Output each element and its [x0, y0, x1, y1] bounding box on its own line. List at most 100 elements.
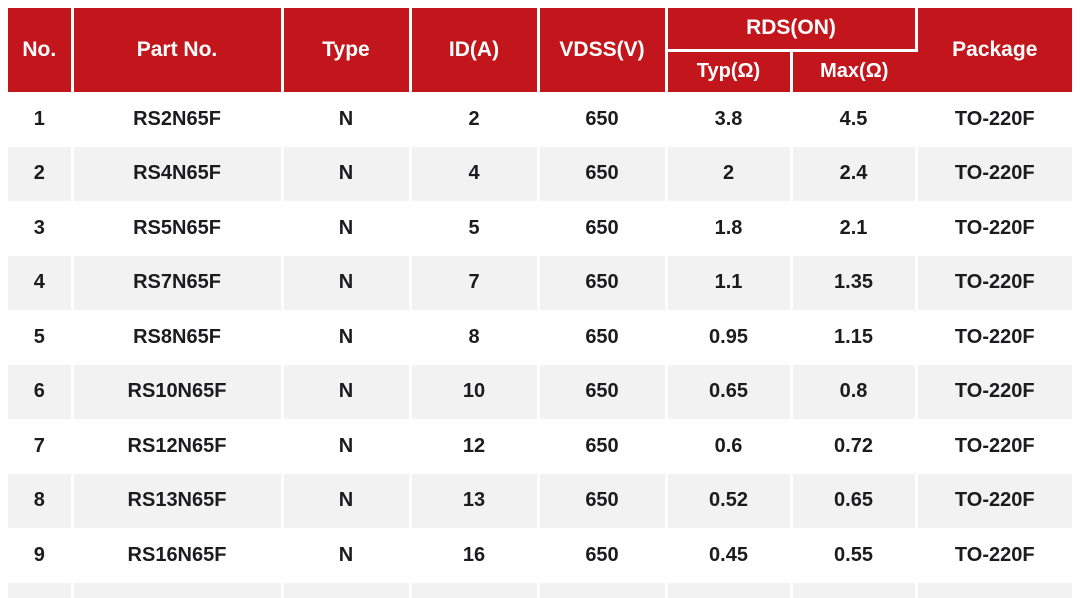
- header-row-sub: Typ(Ω) Max(Ω): [8, 50, 1072, 92]
- cell-vdss-v: 650: [538, 528, 668, 583]
- cell-vdss-v: 650: [538, 146, 668, 201]
- cell-type: N: [282, 528, 412, 583]
- cell-package: TO-220F: [916, 92, 1073, 147]
- cell-no: 3: [8, 201, 74, 256]
- table-row: 1 RS2N65F N 2 650 3.8 4.5 TO-220F: [8, 92, 1073, 147]
- table-row: 9 RS16N65F N 16 650 0.45 0.55 TO-220F: [8, 528, 1073, 583]
- cell-type: N: [282, 201, 412, 256]
- cell-typ-ohm: 0.45: [666, 528, 793, 583]
- cell-typ-ohm: 0.65: [666, 364, 793, 419]
- cell-empty: [8, 582, 74, 598]
- cell-part-no: RS8N65F: [72, 310, 284, 365]
- cell-part-no: RS7N65F: [72, 255, 284, 310]
- cell-no: 1: [8, 92, 74, 147]
- table-row: 4 RS7N65F N 7 650 1.1 1.35 TO-220F: [8, 255, 1073, 310]
- cell-id-a: 8: [410, 310, 540, 365]
- col-header-id-a: ID(A): [410, 8, 540, 92]
- cell-package: TO-220F: [916, 146, 1073, 201]
- cell-package: TO-220F: [916, 310, 1073, 365]
- cell-vdss-v: 650: [538, 473, 668, 528]
- cell-part-no: RS16N65F: [72, 528, 284, 583]
- cell-typ-ohm: 3.8: [666, 92, 793, 147]
- cell-id-a: 5: [410, 201, 540, 256]
- cell-package: TO-220F: [916, 255, 1073, 310]
- cell-vdss-v: 650: [538, 255, 668, 310]
- cell-type: N: [282, 92, 412, 147]
- cell-package: TO-220F: [916, 419, 1073, 474]
- header-row-top: No. Part No. Type ID(A) VDSS(V) RDS(ON) …: [8, 8, 1073, 92]
- cell-empty: [282, 582, 412, 598]
- cell-empty: [916, 582, 1073, 598]
- cell-typ-ohm: 1.1: [666, 255, 793, 310]
- cell-id-a: 16: [410, 528, 540, 583]
- cell-id-a: 4: [410, 146, 540, 201]
- cell-part-no: RS5N65F: [72, 201, 284, 256]
- col-header-package: Package: [916, 8, 1073, 92]
- col-header-rds-on: RDS(ON): [666, 8, 918, 52]
- col-header-type: Type: [282, 8, 412, 92]
- cell-type: N: [282, 255, 412, 310]
- cell-type: N: [282, 419, 412, 474]
- cell-part-no: RS2N65F: [72, 92, 284, 147]
- table-row: 5 RS8N65F N 8 650 0.95 1.15 TO-220F: [8, 310, 1073, 365]
- cell-typ-ohm: 2: [666, 146, 793, 201]
- table-row: 3 RS5N65F N 5 650 1.8 2.1 TO-220F: [8, 201, 1073, 256]
- cell-vdss-v: 650: [538, 419, 668, 474]
- cell-type: N: [282, 146, 412, 201]
- cell-vdss-v: 650: [538, 364, 668, 419]
- cell-package: TO-220F: [916, 528, 1073, 583]
- cell-no: 5: [8, 310, 74, 365]
- cell-type: N: [282, 473, 412, 528]
- cell-part-no: RS4N65F: [72, 146, 284, 201]
- cell-type: N: [282, 364, 412, 419]
- cell-id-a: 7: [410, 255, 540, 310]
- cell-id-a: 13: [410, 473, 540, 528]
- cell-max-ohm: 1.35: [791, 255, 918, 310]
- cell-max-ohm: 4.5: [791, 92, 918, 147]
- mosfet-selection-table: No. Part No. Type ID(A) VDSS(V) RDS(ON) …: [8, 8, 1073, 598]
- cell-max-ohm: 2.4: [791, 146, 918, 201]
- cell-no: 2: [8, 146, 74, 201]
- col-header-max-ohm: Max(Ω): [791, 50, 917, 92]
- cell-max-ohm: 0.72: [791, 419, 918, 474]
- cell-empty: [538, 582, 668, 598]
- cell-no: 9: [8, 528, 74, 583]
- table-row: 8 RS13N65F N 13 650 0.52 0.65 TO-220F: [8, 473, 1073, 528]
- cell-max-ohm: 2.1: [791, 201, 918, 256]
- cell-max-ohm: 0.8: [791, 364, 918, 419]
- table-header: No. Part No. Type ID(A) VDSS(V) RDS(ON) …: [8, 8, 1073, 92]
- cell-no: 4: [8, 255, 74, 310]
- cell-no: 6: [8, 364, 74, 419]
- cell-typ-ohm: 0.52: [666, 473, 793, 528]
- cell-max-ohm: 1.15: [791, 310, 918, 365]
- cell-max-ohm: 0.65: [791, 473, 918, 528]
- cell-empty: [72, 582, 284, 598]
- cell-package: TO-220F: [916, 364, 1073, 419]
- cell-empty: [791, 582, 918, 598]
- col-header-vdss-v: VDSS(V): [538, 8, 668, 92]
- cell-id-a: 2: [410, 92, 540, 147]
- cell-type: N: [282, 310, 412, 365]
- cell-vdss-v: 650: [538, 92, 668, 147]
- cell-part-no: RS12N65F: [72, 419, 284, 474]
- cell-package: TO-220F: [916, 201, 1073, 256]
- cell-vdss-v: 650: [538, 201, 668, 256]
- cell-part-no: RS13N65F: [72, 473, 284, 528]
- cell-vdss-v: 650: [538, 310, 668, 365]
- cell-no: 7: [8, 419, 74, 474]
- table-row-partial: [8, 582, 1073, 598]
- cell-id-a: 12: [410, 419, 540, 474]
- table-row: 7 RS12N65F N 12 650 0.6 0.72 TO-220F: [8, 419, 1073, 474]
- cell-typ-ohm: 0.95: [666, 310, 793, 365]
- cell-typ-ohm: 0.6: [666, 419, 793, 474]
- cell-package: TO-220F: [916, 473, 1073, 528]
- cell-typ-ohm: 1.8: [666, 201, 793, 256]
- table-row: 2 RS4N65F N 4 650 2 2.4 TO-220F: [8, 146, 1073, 201]
- cell-max-ohm: 0.55: [791, 528, 918, 583]
- col-header-no: No.: [8, 8, 74, 92]
- col-header-part-no: Part No.: [72, 8, 284, 92]
- cell-id-a: 10: [410, 364, 540, 419]
- table-row: 6 RS10N65F N 10 650 0.65 0.8 TO-220F: [8, 364, 1073, 419]
- col-header-typ-ohm: Typ(Ω): [666, 50, 793, 92]
